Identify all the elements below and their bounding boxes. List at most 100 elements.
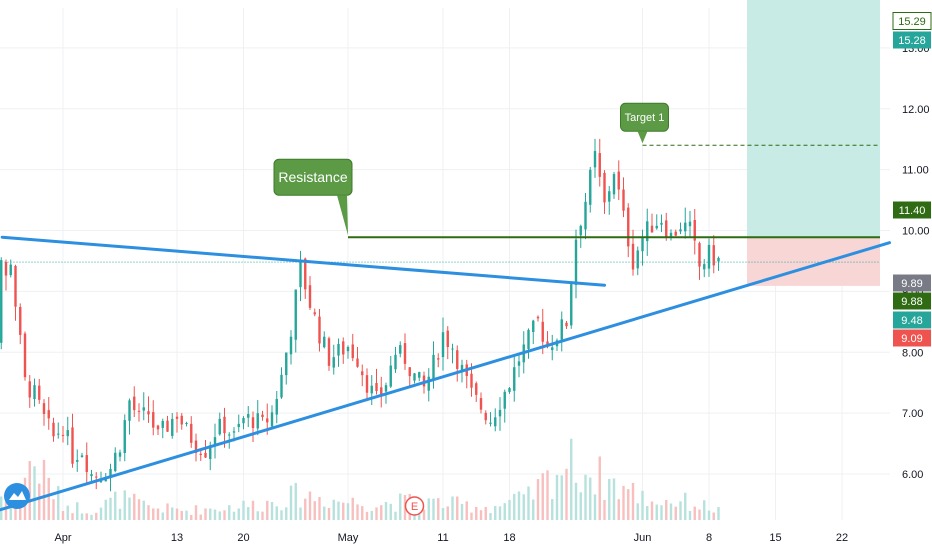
volume-bar bbox=[636, 503, 639, 520]
volume-bar bbox=[266, 500, 269, 520]
volume-bar bbox=[42, 459, 46, 520]
volume-bar bbox=[441, 508, 445, 520]
candle-body bbox=[180, 415, 183, 425]
candle-body bbox=[598, 153, 601, 177]
profit-zone bbox=[747, 0, 880, 238]
candle-body bbox=[190, 423, 193, 443]
resistance-callout[interactable]: Resistance bbox=[273, 158, 353, 236]
volume-bar bbox=[660, 505, 663, 520]
earnings-event-marker[interactable]: E bbox=[404, 496, 425, 516]
candle-body bbox=[427, 376, 430, 391]
candle-body bbox=[266, 418, 269, 423]
volume-bar bbox=[456, 496, 459, 520]
volume-bar bbox=[190, 515, 193, 520]
candle-body bbox=[451, 348, 454, 350]
candle-body bbox=[470, 373, 473, 388]
volume-bar bbox=[332, 499, 335, 520]
candle-body bbox=[693, 220, 696, 241]
candle-body bbox=[475, 383, 478, 395]
ascending-support-line[interactable] bbox=[0, 241, 891, 517]
badge-9-89-gray: 9.89 bbox=[893, 274, 931, 292]
candle-body bbox=[152, 412, 155, 428]
volume-bar bbox=[365, 511, 369, 520]
badge-9-88: 9.88 bbox=[893, 292, 931, 310]
badge-15-29-bg bbox=[892, 12, 932, 30]
candle-body bbox=[593, 151, 597, 168]
candle-body bbox=[479, 398, 483, 410]
volume-bar bbox=[717, 507, 720, 520]
trend-lines[interactable] bbox=[0, 235, 891, 517]
candle-body bbox=[570, 284, 573, 326]
candle-body bbox=[399, 345, 402, 354]
candle-body bbox=[332, 357, 335, 368]
volume-bar bbox=[351, 497, 354, 520]
volume-bar bbox=[294, 482, 297, 520]
volume-bar bbox=[71, 513, 74, 520]
volume-bar bbox=[285, 507, 288, 520]
volume-bar bbox=[337, 501, 340, 520]
horizontal-lines[interactable] bbox=[0, 0, 880, 263]
event-circle[interactable] bbox=[404, 496, 425, 516]
x-tick-label: Apr bbox=[54, 532, 71, 544]
tradingview-logo-icon[interactable] bbox=[4, 483, 30, 509]
volume-bar bbox=[318, 497, 321, 520]
volume-bar bbox=[256, 511, 259, 520]
candle-body bbox=[389, 365, 392, 387]
candle-body bbox=[80, 455, 84, 458]
x-tick-label: 20 bbox=[237, 532, 249, 544]
candle-body bbox=[579, 225, 582, 236]
volume-bar bbox=[465, 501, 468, 520]
volume-bar bbox=[470, 512, 473, 520]
volume-bar bbox=[199, 514, 202, 520]
badge-15-29: 15.29 bbox=[892, 12, 932, 30]
volume-bar bbox=[541, 473, 544, 520]
candle-body bbox=[489, 422, 492, 424]
volume-bar bbox=[589, 477, 592, 520]
volume-bar bbox=[194, 505, 198, 520]
volume-bar bbox=[399, 493, 402, 520]
volume-bar bbox=[327, 508, 331, 520]
volume-bar bbox=[574, 482, 578, 520]
volume-bar bbox=[90, 514, 93, 520]
candle-body bbox=[38, 385, 41, 400]
volume-bar bbox=[427, 498, 430, 520]
target-1-callout[interactable]: Target 1 bbox=[620, 102, 669, 144]
candle-body bbox=[655, 225, 658, 229]
upper-triangle-line[interactable] bbox=[0, 235, 606, 287]
candle-body bbox=[560, 319, 563, 340]
candle-body bbox=[270, 412, 274, 427]
volume-bar bbox=[503, 503, 506, 520]
candle-body bbox=[299, 259, 302, 288]
candle-body bbox=[285, 352, 288, 376]
candle-body bbox=[508, 388, 511, 392]
candle-body bbox=[665, 220, 668, 238]
candle-body bbox=[61, 434, 65, 436]
x-tick-label: Jun bbox=[634, 532, 652, 544]
candle-body bbox=[674, 231, 677, 236]
y-tick-label: 12.00 bbox=[902, 104, 930, 116]
volume-bar bbox=[57, 486, 60, 520]
candle-body bbox=[204, 452, 207, 458]
volume-bar bbox=[451, 496, 454, 520]
volume-bar bbox=[61, 510, 65, 520]
volume-bar bbox=[437, 498, 440, 520]
candle-body bbox=[513, 367, 516, 391]
badge-11-40: 11.40 bbox=[893, 201, 931, 219]
volume-bar bbox=[712, 512, 715, 520]
volume-bar bbox=[584, 474, 587, 520]
x-tick-label: 13 bbox=[171, 532, 183, 544]
volume-bar bbox=[342, 502, 345, 520]
badge-15-28-bg bbox=[893, 31, 931, 49]
candle-body bbox=[42, 403, 46, 415]
candle-body bbox=[532, 320, 535, 333]
volume-bar bbox=[479, 510, 483, 520]
volume-bar bbox=[498, 506, 502, 520]
candle-body bbox=[90, 474, 93, 477]
y-tick-label: 6.00 bbox=[902, 469, 923, 481]
candle-body bbox=[185, 422, 188, 424]
resistance-callout-pointer bbox=[337, 195, 348, 236]
volume-bar bbox=[560, 475, 563, 520]
candle-body bbox=[14, 265, 17, 307]
